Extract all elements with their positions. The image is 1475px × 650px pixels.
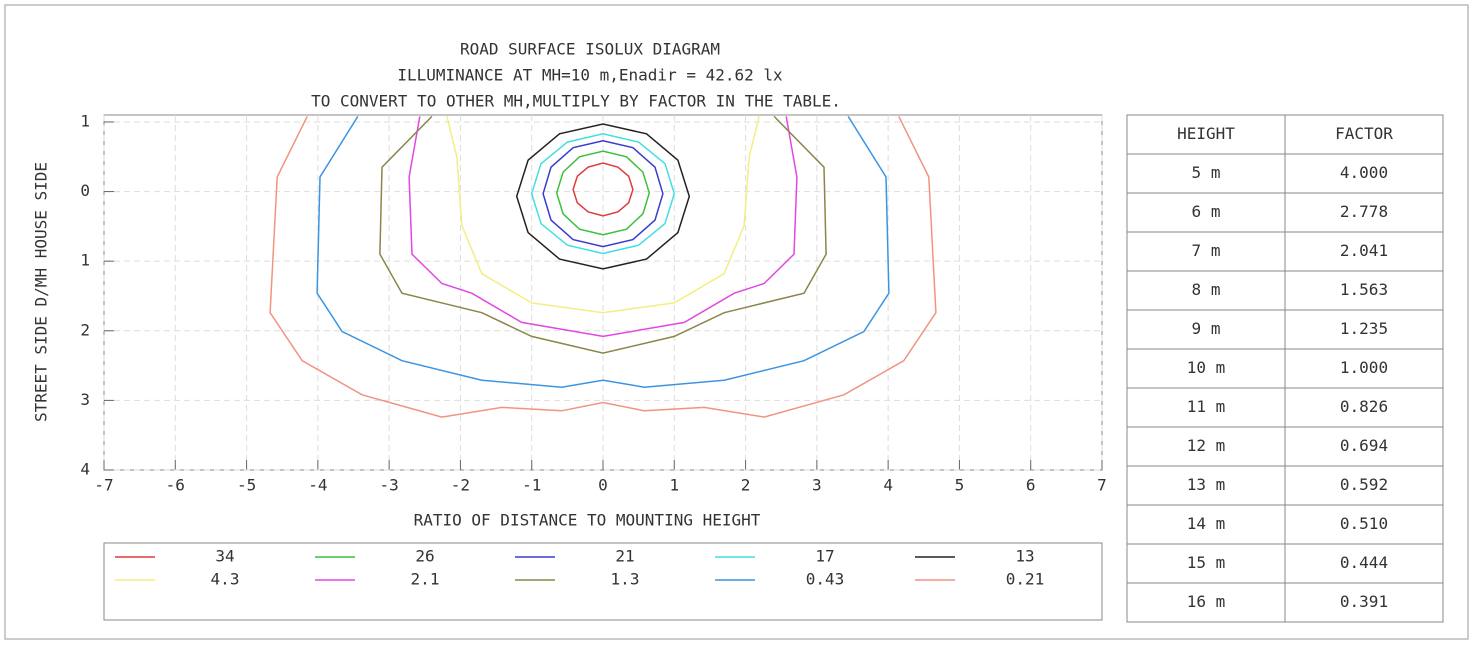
table-header: FACTOR bbox=[1335, 124, 1393, 143]
y-tick-label: 3 bbox=[80, 390, 90, 409]
legend-label: 21 bbox=[615, 547, 634, 566]
x-tick-label: -4 bbox=[308, 476, 327, 495]
title-line: ROAD SURFACE ISOLUX DIAGRAM bbox=[460, 40, 720, 59]
x-tick-label: 6 bbox=[1026, 476, 1036, 495]
contours bbox=[269, 115, 937, 418]
table-cell: 1.563 bbox=[1340, 280, 1388, 299]
legend-label: 26 bbox=[415, 547, 434, 566]
legend-frame bbox=[103, 542, 1103, 621]
table-cell: 13 m bbox=[1187, 475, 1226, 494]
legend-label: 0.43 bbox=[806, 570, 845, 589]
x-tick-label: -3 bbox=[380, 476, 399, 495]
table-cell: 4.000 bbox=[1340, 163, 1388, 182]
table-cell: 5 m bbox=[1192, 163, 1221, 182]
x-tick-label: 1 bbox=[669, 476, 679, 495]
table-cell: 0.592 bbox=[1340, 475, 1388, 494]
x-axis-label: RATIO OF DISTANCE TO MOUNTING HEIGHT bbox=[414, 511, 761, 530]
x-tick-label: -1 bbox=[522, 476, 541, 495]
table-header: HEIGHT bbox=[1177, 124, 1235, 143]
y-axis-label: STREET SIDE D/MH HOUSE SIDE bbox=[32, 162, 51, 422]
table-cell: 1.000 bbox=[1340, 358, 1388, 377]
legend-label: 13 bbox=[1015, 547, 1034, 566]
legend-label: 0.21 bbox=[1006, 570, 1045, 589]
table-cell: 2.041 bbox=[1340, 241, 1388, 260]
table-cell: 10 m bbox=[1187, 358, 1226, 377]
table-cell: 8 m bbox=[1192, 280, 1221, 299]
x-tick-label: 4 bbox=[883, 476, 893, 495]
table-cell: 0.694 bbox=[1340, 436, 1388, 455]
isolux-curve bbox=[379, 115, 827, 354]
table-cell: 11 m bbox=[1187, 397, 1226, 416]
isolux-curve bbox=[515, 123, 691, 270]
x-tick-label: 7 bbox=[1097, 476, 1107, 495]
grid bbox=[103, 115, 1103, 471]
legend-label: 4.3 bbox=[211, 570, 240, 589]
table-cell: 16 m bbox=[1187, 592, 1226, 611]
title-line: TO CONVERT TO OTHER MH,MULTIPLY BY FACTO… bbox=[311, 92, 841, 111]
x-tick-label: -6 bbox=[166, 476, 185, 495]
y-tick-label: 4 bbox=[80, 460, 90, 479]
title-line: ILLUMINANCE AT MH=10 m,Enadir = 42.62 lx bbox=[397, 66, 783, 85]
table-cell: 14 m bbox=[1187, 514, 1226, 533]
x-tick-label: 5 bbox=[955, 476, 965, 495]
x-tick-label: 2 bbox=[741, 476, 751, 495]
legend-label: 1.3 bbox=[611, 570, 640, 589]
legend-label: 34 bbox=[215, 547, 234, 566]
table-cell: 0.826 bbox=[1340, 397, 1388, 416]
x-tick-label: 3 bbox=[812, 476, 822, 495]
y-tick-label: 0 bbox=[80, 181, 90, 200]
isolux-curve bbox=[555, 150, 651, 236]
isolux-curve bbox=[530, 133, 676, 255]
x-tick-label: -2 bbox=[451, 476, 470, 495]
isolux-curve bbox=[408, 116, 798, 338]
legend-label: 2.1 bbox=[411, 570, 440, 589]
isolux-curve bbox=[572, 162, 634, 217]
y-tick-label: 1 bbox=[80, 111, 90, 130]
table-cell: 2.778 bbox=[1340, 202, 1388, 221]
legend-label: 17 bbox=[815, 547, 834, 566]
x-tick-label: -7 bbox=[94, 476, 113, 495]
table-cell: 15 m bbox=[1187, 553, 1226, 572]
table-cell: 0.444 bbox=[1340, 553, 1388, 572]
table-cell: 9 m bbox=[1192, 319, 1221, 338]
y-tick-label: 1 bbox=[80, 251, 90, 270]
table-cell: 0.510 bbox=[1340, 514, 1388, 533]
outer-frame bbox=[4, 4, 1469, 640]
table-cell: 7 m bbox=[1192, 241, 1221, 260]
x-tick-label: -5 bbox=[237, 476, 256, 495]
isolux-curve bbox=[542, 140, 664, 248]
isolux-curve bbox=[316, 116, 890, 388]
isolux-curve bbox=[446, 116, 760, 314]
isolux-curve bbox=[269, 116, 937, 418]
x-tick-label: 0 bbox=[598, 476, 608, 495]
table-cell: 12 m bbox=[1187, 436, 1226, 455]
y-tick-label: 2 bbox=[80, 320, 90, 339]
table-cell: 1.235 bbox=[1340, 319, 1388, 338]
table-cell: 0.391 bbox=[1340, 592, 1388, 611]
table-cell: 6 m bbox=[1192, 202, 1221, 221]
